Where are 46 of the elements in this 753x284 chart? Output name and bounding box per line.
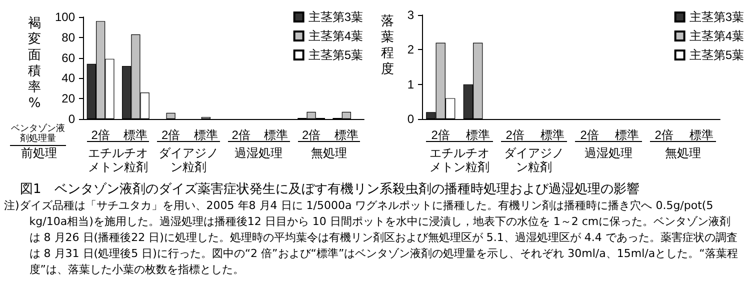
y-tick-label: 3 [407,8,414,22]
text: 過湿処理 [228,141,290,160]
x-tick-label: 2倍 [431,128,450,142]
x-tick-label: 標準 [689,128,714,142]
y-axis-title: 落葉程度 [381,14,394,78]
x-tick-label: 標準 [334,128,358,142]
text: エチルチオメトン粒剤 [87,141,150,174]
x-tick-label: 標準 [194,128,218,142]
legend-label: 主茎第4葉 [689,29,744,43]
legend-label: 主茎第3葉 [689,10,744,24]
x-tick-label: 2倍 [654,128,674,142]
text: 前処理 [20,146,58,160]
y-tick-label: 20 [62,92,76,106]
x-tick-label: 2倍 [232,128,250,142]
y-tick-label: 100 [54,10,76,24]
y-axis-title: 褐変面積率% [28,16,41,112]
text: 図1 ベンタゾン液剤のダイズ薬害症状発生に及ぼす有機リン系殺虫剤の播種時処理および過湿処理の影響 [20,181,640,198]
legend-label: 主茎第5葉 [308,48,364,62]
x-tick-label: 標準 [614,128,639,142]
y-tick-label: 0 [68,112,76,126]
text: ダイアジノン粒剤 [500,141,567,174]
text: 無処理 [298,141,360,160]
text: エチルチオメトン粒剤 [426,141,492,174]
y-tick-label: 1 [407,77,414,92]
x-tick-label: 2倍 [91,128,110,142]
y-tick-label: 2 [407,42,414,57]
legend-label: 主茎第4葉 [308,29,364,43]
x-tick-label: 標準 [540,128,564,142]
x-tick-label: 2倍 [161,128,180,142]
x-tick-label: 2倍 [302,128,321,142]
legend-label: 主茎第3葉 [308,10,364,24]
text: 注)ダイズ品種は「サチユタカ」を用い、2005 年8 月4 日に 1/5000a ワグネルポットに播種した。有機リン剤は播種時に播き穴へ 0.5g/pot(5 kg/10a相当)を施用した。過湿処理は播種後12 日目から 10 日間ポットを水中に浸漬し，地表下の水位を 1～2 cmに保った。ベンタゾン液剤は 8 月26 日(播種後22 日)に処理した。処理時の平均葉令は有機リン剤区および無処理区が 5.1、過湿処理区が 4.4 であった。薬害症状の調査は 8 月31 日(処理後5 日)に行った。図中の“2 倍”および“標準”はベンタゾン液剤の処理量を示し、それぞれ 30ml/a、15ml/aとした。“落葉程度”は、落葉した小葉の枚数を指標とした。 [4,198,739,278]
text: ベンタゾン液剤処理量 [10,124,66,146]
y-tick-label: 60 [62,50,76,65]
y-tick-label: 80 [62,30,76,44]
x-tick-label: 2倍 [580,128,599,142]
y-tick-label: 40 [62,71,76,86]
x-tick-label: 標準 [466,128,490,142]
x-tick-label: 標準 [264,128,288,142]
legend-label: 主茎第5葉 [689,48,744,62]
text: ダイアジノン粒剤 [157,141,220,174]
x-tick-label: 2倍 [506,128,524,142]
text: 無処理 [650,141,716,160]
text: 過湿処理 [575,141,642,160]
x-tick-label: 標準 [124,128,148,142]
y-tick-label: 0 [407,112,414,126]
